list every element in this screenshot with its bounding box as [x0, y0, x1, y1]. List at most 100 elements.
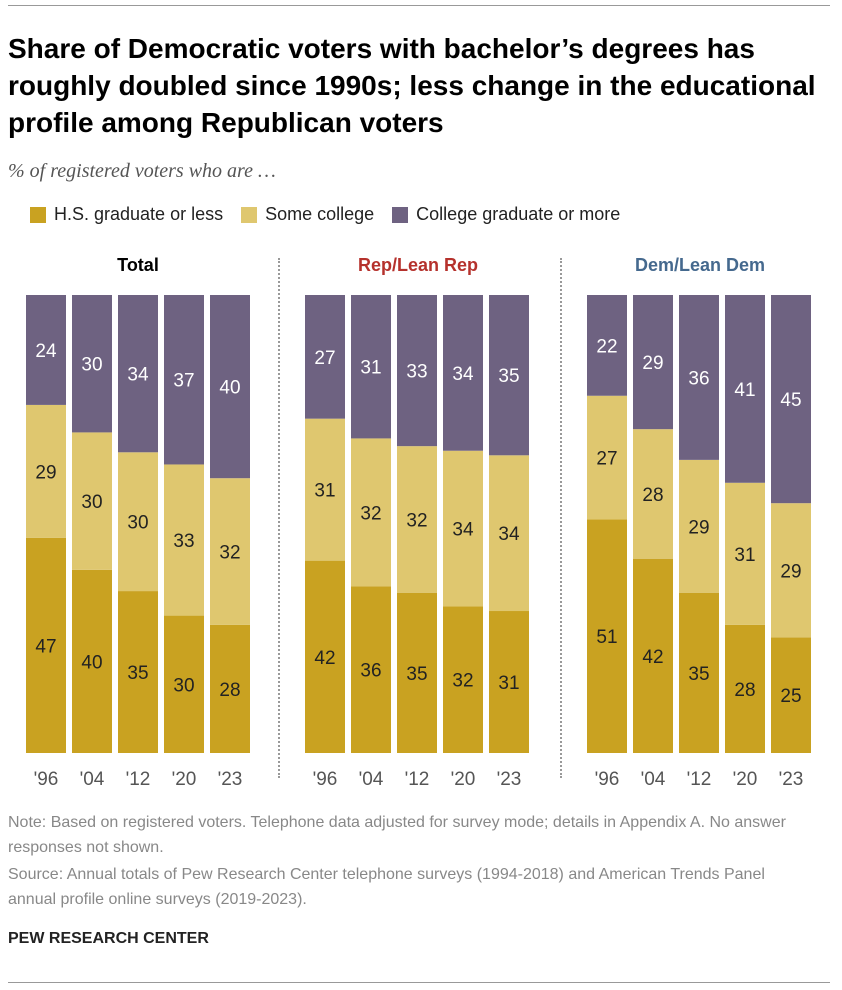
- bar-segment: [489, 295, 529, 456]
- chart-subtitle: % of registered voters who are …: [8, 160, 276, 182]
- top-rule: [8, 5, 830, 6]
- bar-segment: [72, 295, 112, 433]
- bar-segment: [725, 295, 765, 483]
- legend-item: Some college: [241, 204, 374, 225]
- bar-segment: [489, 455, 529, 612]
- data-label: 47: [35, 636, 56, 657]
- x-tick-label: '23: [497, 769, 522, 790]
- x-tick-label: '04: [641, 769, 666, 790]
- data-label: 36: [360, 661, 381, 682]
- data-label: 31: [314, 481, 335, 502]
- data-label: 33: [173, 531, 194, 552]
- bar-segment: [443, 295, 483, 451]
- pew-logo-text: PEW RESEARCH CENTER: [8, 930, 209, 947]
- bar-segment: [725, 482, 765, 625]
- bar-segment: [26, 295, 66, 405]
- bar-segment: [164, 295, 204, 465]
- legend-swatch: [30, 206, 46, 223]
- data-label: 30: [81, 492, 102, 513]
- bar-segment: [351, 295, 391, 439]
- x-tick-label: '04: [80, 769, 105, 790]
- panel-divider: [278, 258, 280, 778]
- bar-segment: [26, 537, 66, 753]
- bar-segment: [397, 592, 437, 753]
- data-label: 41: [734, 380, 755, 401]
- legend-swatch: [392, 206, 409, 223]
- data-label: 29: [688, 517, 709, 538]
- legend-label: Some college: [265, 204, 375, 224]
- x-tick-label: '12: [405, 769, 430, 790]
- bar-segment: [679, 459, 719, 593]
- bar-segment: [118, 295, 158, 453]
- x-tick-label: '20: [172, 769, 197, 790]
- x-tick-label: '96: [313, 769, 338, 790]
- bar-segment: [351, 586, 391, 753]
- data-label: 35: [498, 366, 519, 387]
- data-label: 32: [452, 671, 473, 692]
- bar-segment: [633, 429, 673, 559]
- panel-title-rep: Rep/Lean Rep: [357, 255, 479, 275]
- bar-segment: [305, 295, 345, 419]
- bar-segment: [118, 591, 158, 753]
- bar-segment: [725, 624, 765, 753]
- bar-segment: [164, 615, 204, 753]
- bar-segment: [305, 418, 345, 561]
- bar-segment: [679, 295, 719, 460]
- x-tick-label: '23: [779, 769, 804, 790]
- bar-segment: [771, 295, 811, 504]
- data-label: 35: [127, 663, 148, 684]
- data-label: 30: [127, 513, 148, 534]
- x-tick-label: '96: [595, 769, 620, 790]
- bar-segment: [72, 569, 112, 753]
- bar-segment: [72, 432, 112, 570]
- legend-label: College graduate or more: [416, 204, 621, 224]
- data-label: 35: [406, 664, 427, 685]
- bar-segment: [489, 611, 529, 753]
- data-label: 34: [452, 364, 474, 385]
- data-label: 31: [734, 545, 755, 566]
- legend-swatch: [241, 206, 258, 223]
- x-tick-label: '96: [34, 769, 59, 790]
- data-label: 45: [780, 390, 801, 411]
- data-label: 29: [780, 561, 801, 582]
- bar-segment: [587, 519, 627, 753]
- bar-segment: [26, 404, 66, 538]
- bar-segment: [443, 450, 483, 607]
- bar-segment: [118, 452, 158, 592]
- data-label: 42: [642, 647, 663, 668]
- legend-item: College graduate or more: [392, 204, 620, 225]
- legend: H.S. graduate or less Some college Colle…: [30, 204, 620, 225]
- data-label: 34: [127, 365, 149, 386]
- data-label: 28: [734, 680, 755, 701]
- data-label: 25: [780, 686, 801, 707]
- bar-segment: [771, 637, 811, 753]
- bar-segment: [210, 295, 250, 479]
- data-label: 40: [219, 378, 240, 399]
- data-label: 34: [498, 524, 520, 545]
- data-label: 31: [498, 673, 519, 694]
- data-label: 30: [81, 355, 102, 376]
- data-label: 35: [688, 664, 709, 685]
- panel-divider: [560, 258, 562, 778]
- panel-title-total: Total: [117, 255, 159, 275]
- data-label: 36: [688, 368, 709, 389]
- bar-segment: [587, 295, 627, 396]
- data-label: 29: [642, 353, 663, 374]
- source: Source: Annual totals of Pew Research Ce…: [8, 866, 765, 908]
- legend-label: H.S. graduate or less: [54, 204, 224, 224]
- data-label: 34: [452, 520, 474, 541]
- bottom-rule: [8, 982, 830, 983]
- bar-segment: [633, 558, 673, 753]
- bar-segment: [633, 295, 673, 430]
- data-label: 22: [596, 336, 617, 357]
- legend-item: H.S. graduate or less: [30, 204, 223, 225]
- bar-segment: [397, 446, 437, 593]
- bar-segment: [771, 503, 811, 638]
- x-tick-label: '20: [733, 769, 758, 790]
- x-tick-label: '12: [126, 769, 151, 790]
- data-label: 32: [360, 503, 381, 524]
- x-tick-label: '20: [451, 769, 476, 790]
- data-label: 24: [35, 341, 57, 362]
- data-label: 40: [81, 652, 102, 673]
